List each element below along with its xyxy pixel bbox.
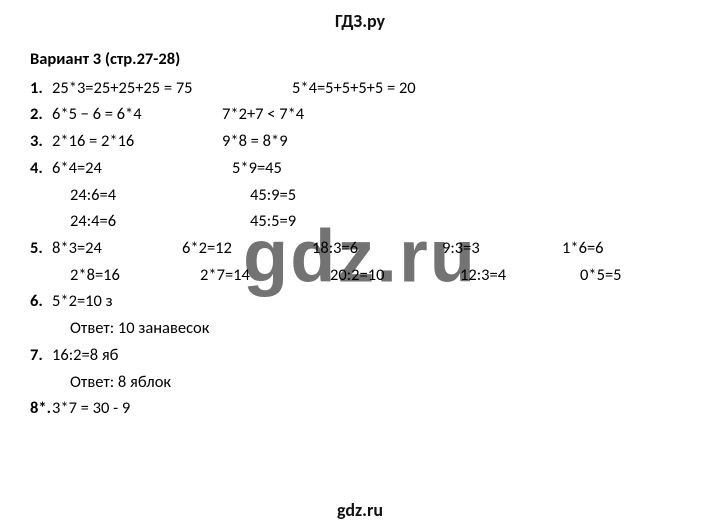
content-row: 2.6*5 − 6 = 6*47*2+7 < 7*4	[30, 101, 720, 128]
content-row: 8*.3*7 = 30 - 9	[30, 395, 720, 422]
content-row: 4.6*4=245*9=45	[30, 155, 720, 182]
cell-text: 8*3=24	[52, 235, 182, 262]
content-row: 6.5*2=10 з	[30, 288, 720, 315]
row-number: 8*.	[30, 395, 52, 422]
site-header: ГДЗ.ру	[0, 0, 720, 46]
cell-text: 5*2=10 з	[52, 288, 352, 315]
content-block: Вариант 3 (стр.27-28) 1.25*3=25+25+25 = …	[0, 46, 720, 422]
row-number: 7.	[30, 342, 52, 369]
cell-text: 45:5=9	[250, 208, 390, 235]
cell-text: 2*7=14	[200, 262, 330, 289]
row-number: 6.	[30, 288, 52, 315]
content-row: Ответ: 8 яблок	[30, 369, 720, 396]
cell-text: 6*4=24	[52, 155, 232, 182]
row-number: 5.	[30, 235, 52, 262]
cell-text: 24:4=6	[70, 208, 250, 235]
cell-text: 12:3=4	[460, 262, 580, 289]
cell-text: 25*3=25+25+25 = 75	[52, 75, 292, 102]
cell-text: 1*6=6	[562, 235, 642, 262]
row-number	[30, 262, 70, 289]
cell-text: 5*4=5+5+5+5 = 20	[292, 75, 492, 102]
row-number: 3.	[30, 128, 52, 155]
content-row: 5.8*3=246*2=1218:3=69:3=31*6=6	[30, 235, 720, 262]
cell-text: 24:6=4	[70, 182, 250, 209]
cell-text: 45:9=5	[250, 182, 390, 209]
cell-text: Ответ: 8 яблок	[70, 369, 370, 396]
content-row: 2*8=162*7=1420:2=1012:3=40*5=5	[30, 262, 720, 289]
cell-text: 9:3=3	[442, 235, 562, 262]
cell-text: 6*5 − 6 = 6*4	[52, 101, 222, 128]
variant-title: Вариант 3 (стр.27-28)	[30, 46, 720, 73]
cell-text: 0*5=5	[580, 262, 660, 289]
cell-text: 18:3=6	[312, 235, 442, 262]
cell-text: 9*8 = 8*9	[222, 128, 362, 155]
rows-container: 1.25*3=25+25+25 = 755*4=5+5+5+5 = 202.6*…	[30, 75, 720, 422]
cell-text: 2*8=16	[70, 262, 200, 289]
row-number	[30, 182, 70, 209]
cell-text: Ответ: 10 занавесок	[70, 315, 370, 342]
content-row: Ответ: 10 занавесок	[30, 315, 720, 342]
cell-text: 20:2=10	[330, 262, 460, 289]
content-row: 24:4=645:5=9	[30, 208, 720, 235]
row-number: 1.	[30, 75, 52, 102]
site-footer: gdz.ru	[0, 499, 720, 521]
cell-text: 7*2+7 < 7*4	[222, 101, 382, 128]
row-number	[30, 208, 70, 235]
content-row: 7.16:2=8 яб	[30, 342, 720, 369]
cell-text: 2*16 = 2*16	[52, 128, 222, 155]
row-number	[30, 315, 70, 342]
row-number: 4.	[30, 155, 52, 182]
row-number: 2.	[30, 101, 52, 128]
row-number	[30, 369, 70, 396]
content-row: 3.2*16 = 2*169*8 = 8*9	[30, 128, 720, 155]
content-row: 1.25*3=25+25+25 = 755*4=5+5+5+5 = 20	[30, 75, 720, 102]
cell-text: 16:2=8 яб	[52, 342, 352, 369]
cell-text: 5*9=45	[232, 155, 372, 182]
cell-text: 3*7 = 30 - 9	[52, 395, 352, 422]
cell-text: 6*2=12	[182, 235, 312, 262]
content-row: 24:6=445:9=5	[30, 182, 720, 209]
